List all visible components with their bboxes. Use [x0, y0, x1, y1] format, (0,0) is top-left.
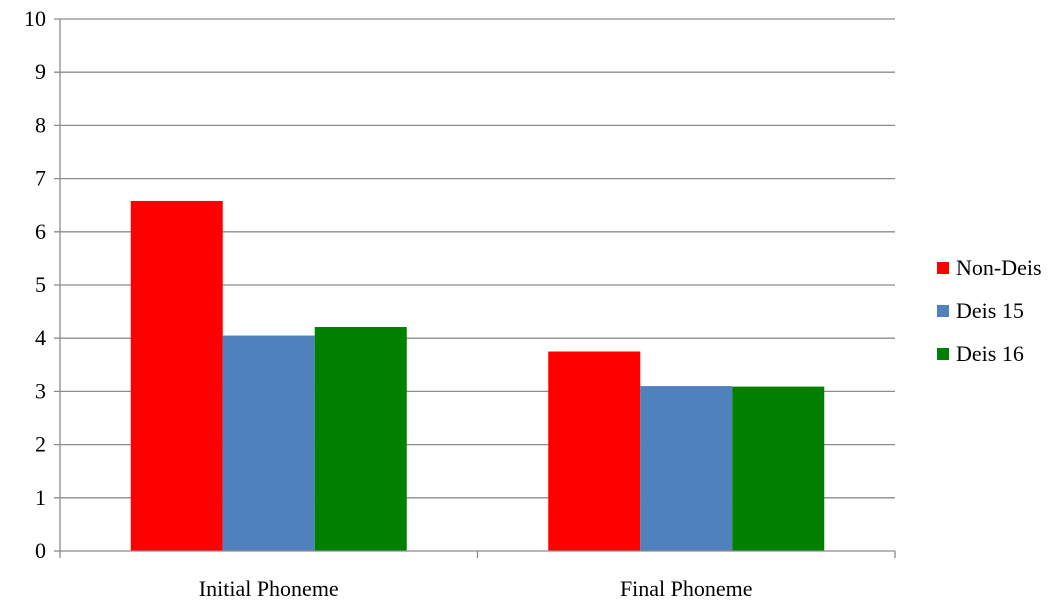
legend-swatch: [937, 348, 949, 360]
bar-deis-15: [222, 335, 315, 551]
axes: [54, 19, 896, 558]
y-tick-label: 10: [24, 6, 46, 31]
legend: Non-Deis Deis 15 Deis 16: [937, 255, 1042, 366]
legend-label: Deis 16: [956, 341, 1024, 366]
y-tick-label: 6: [35, 219, 46, 244]
y-axis-tick-labels: 0 1 2 3 4 5 6 7 8 9 10: [24, 6, 46, 563]
bars: [130, 200, 825, 551]
y-tick-label: 9: [35, 59, 46, 84]
bar-non-deis: [548, 351, 641, 551]
y-tick-label: 0: [35, 538, 46, 563]
y-tick-label: 2: [35, 432, 46, 457]
x-category-label: Final Phoneme: [620, 576, 753, 601]
bar-deis-15: [640, 386, 733, 551]
legend-swatch: [937, 305, 949, 317]
legend-swatch: [937, 262, 949, 274]
y-tick-label: 4: [35, 325, 46, 350]
legend-label: Deis 15: [956, 298, 1024, 323]
y-tick-label: 7: [35, 166, 46, 191]
y-tick-label: 5: [35, 272, 46, 297]
bar-non-deis: [130, 200, 223, 551]
y-tick-label: 3: [35, 378, 46, 403]
bar-deis-16: [314, 327, 407, 551]
x-axis-category-labels: Initial Phoneme Final Phoneme: [199, 576, 753, 601]
y-tick-label: 1: [35, 485, 46, 510]
legend-label: Non-Deis: [956, 255, 1042, 280]
x-category-label: Initial Phoneme: [199, 576, 339, 601]
bar-deis-16: [732, 386, 825, 551]
y-tick-label: 8: [35, 112, 46, 137]
